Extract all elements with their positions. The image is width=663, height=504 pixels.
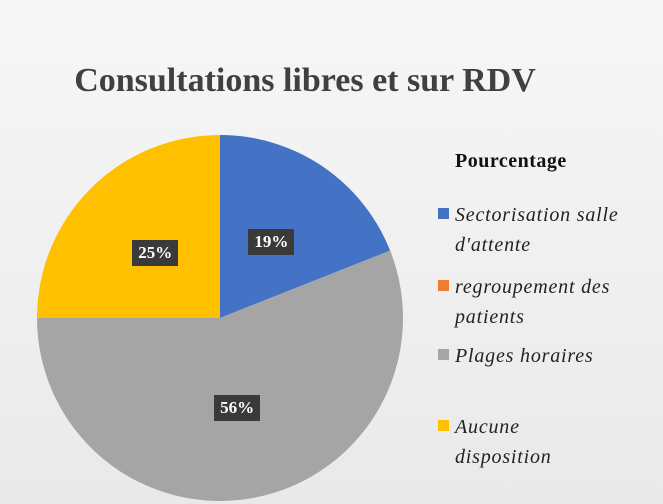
legend-label: Sectorisation salle d'attente bbox=[455, 204, 619, 256]
legend-swatch bbox=[438, 349, 449, 360]
pie-slice bbox=[37, 135, 220, 318]
legend-label: Aucune disposition bbox=[455, 416, 552, 468]
legend-item: Plages horaires bbox=[438, 341, 638, 371]
data-label: 56% bbox=[214, 394, 261, 421]
legend-label: regroupement des patients bbox=[455, 276, 611, 328]
legend-swatch bbox=[438, 208, 449, 219]
legend-swatch bbox=[438, 420, 449, 431]
data-label: 19% bbox=[248, 229, 295, 256]
data-label: 25% bbox=[132, 240, 179, 267]
pie-slice bbox=[37, 250, 403, 501]
pie-slice bbox=[220, 135, 391, 318]
legend-swatch bbox=[438, 280, 449, 291]
legend-title: Pourcentage bbox=[455, 150, 567, 172]
legend-item: Aucune disposition bbox=[438, 412, 638, 472]
legend-item: regroupement des patients bbox=[438, 272, 638, 332]
legend-label: Plages horaires bbox=[455, 345, 594, 367]
legend-item: Sectorisation salle d'attente bbox=[438, 200, 638, 260]
chart-title: Consultations libres et sur RDV bbox=[74, 62, 536, 99]
